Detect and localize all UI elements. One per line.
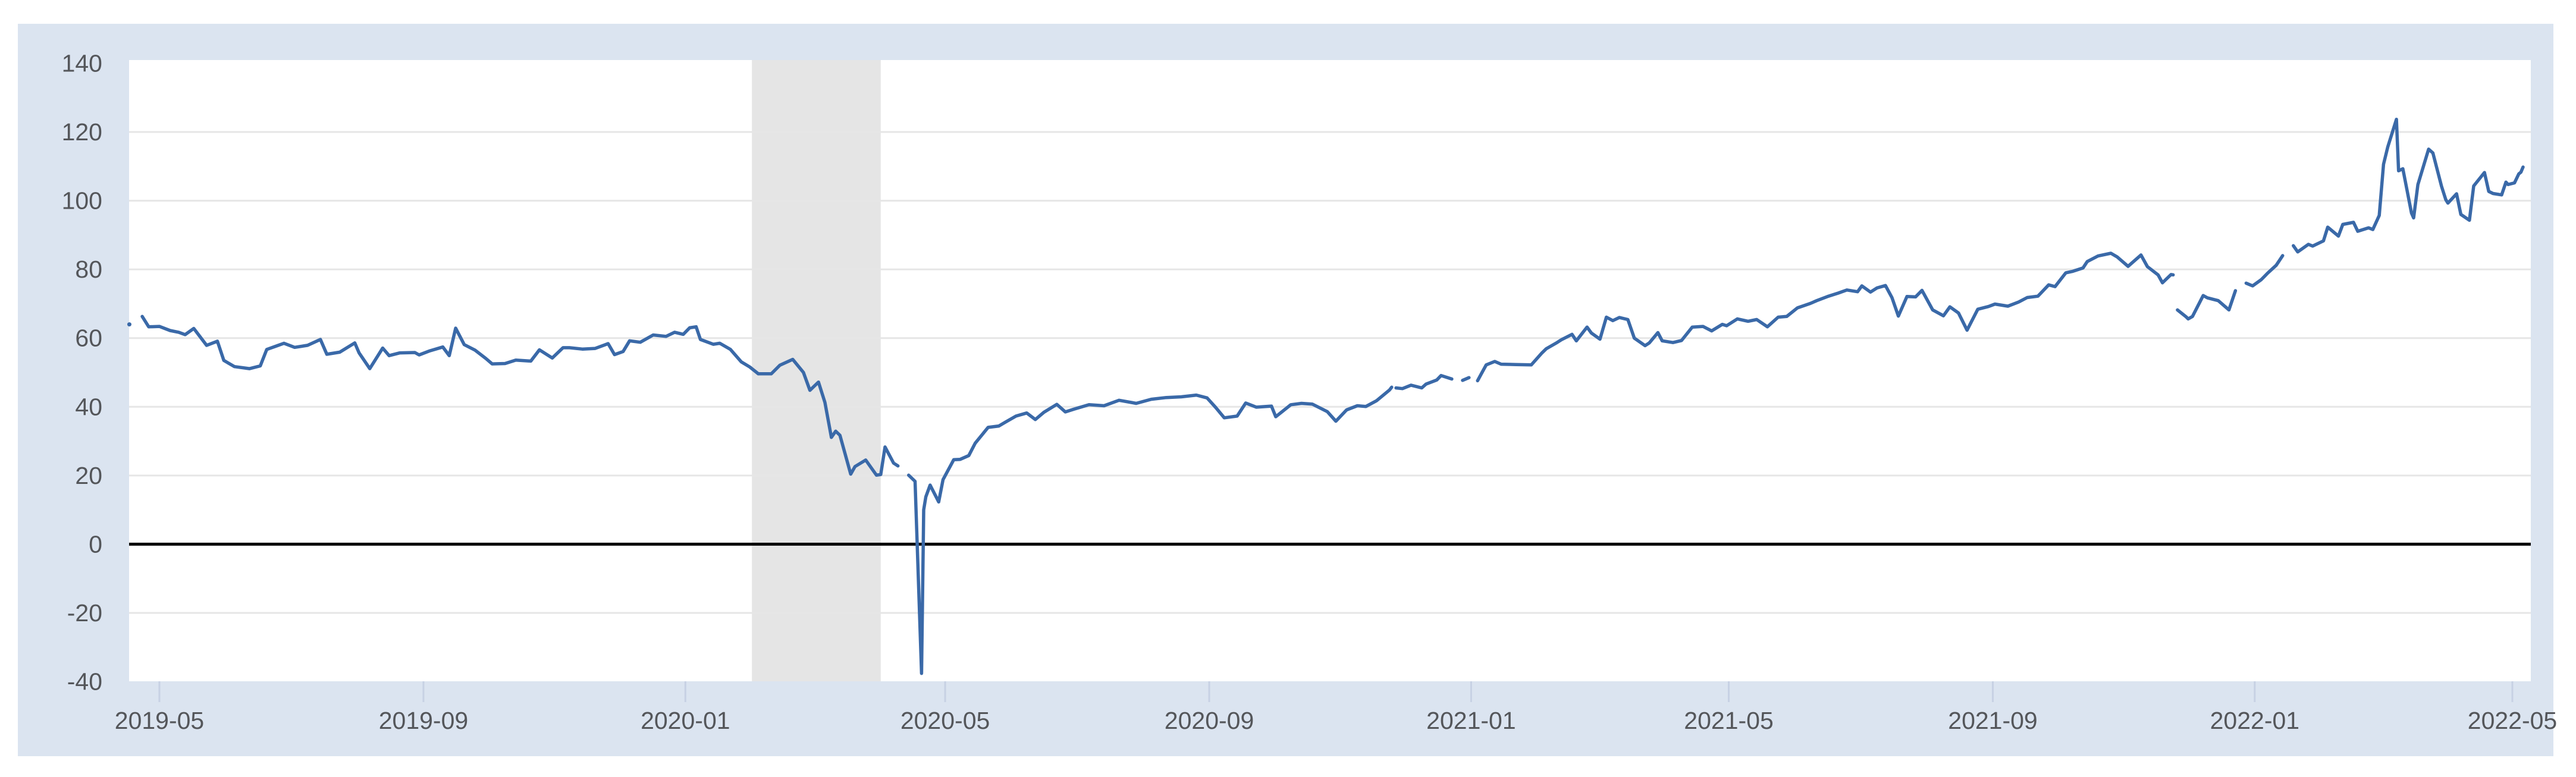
y-tick-label: 140 [62,49,102,77]
x-tick-label: 2020-05 [900,707,990,734]
x-tick-label: 2021-01 [1426,707,1516,734]
price-line-series [2292,117,2525,254]
y-tick-label: -20 [67,599,102,627]
y-tick-label: 100 [62,187,102,215]
price-line-series [906,385,1394,675]
price-line-series [1461,376,1471,382]
y-tick-label: 120 [62,118,102,146]
x-tick-label: 2019-09 [379,707,468,734]
price-line-series [1394,373,1454,391]
y-tick-label: 0 [89,530,102,558]
y-tick-label: 20 [75,462,102,489]
x-tick-label: 2022-01 [2210,707,2299,734]
y-tick-label: 40 [75,393,102,420]
price-line-series [140,314,900,477]
y-tick-label: -40 [67,668,102,696]
x-tick-label: 2021-09 [1948,707,2037,734]
plot-area [129,60,2531,681]
x-tick-label: 2019-05 [115,707,204,734]
x-tick-label: 2022-05 [2468,707,2557,734]
price-line-series [1476,251,2175,383]
price-line-point [127,322,131,327]
price-line-series [2176,289,2238,321]
y-tick-label: 80 [75,256,102,283]
recession-shading [752,60,881,681]
x-tick-label: 2021-05 [1684,707,1773,734]
x-tick-label: 2020-01 [641,707,730,734]
y-tick-label: 60 [75,325,102,352]
price-line-series [2244,254,2285,288]
x-tick-label: 2020-09 [1165,707,1254,734]
